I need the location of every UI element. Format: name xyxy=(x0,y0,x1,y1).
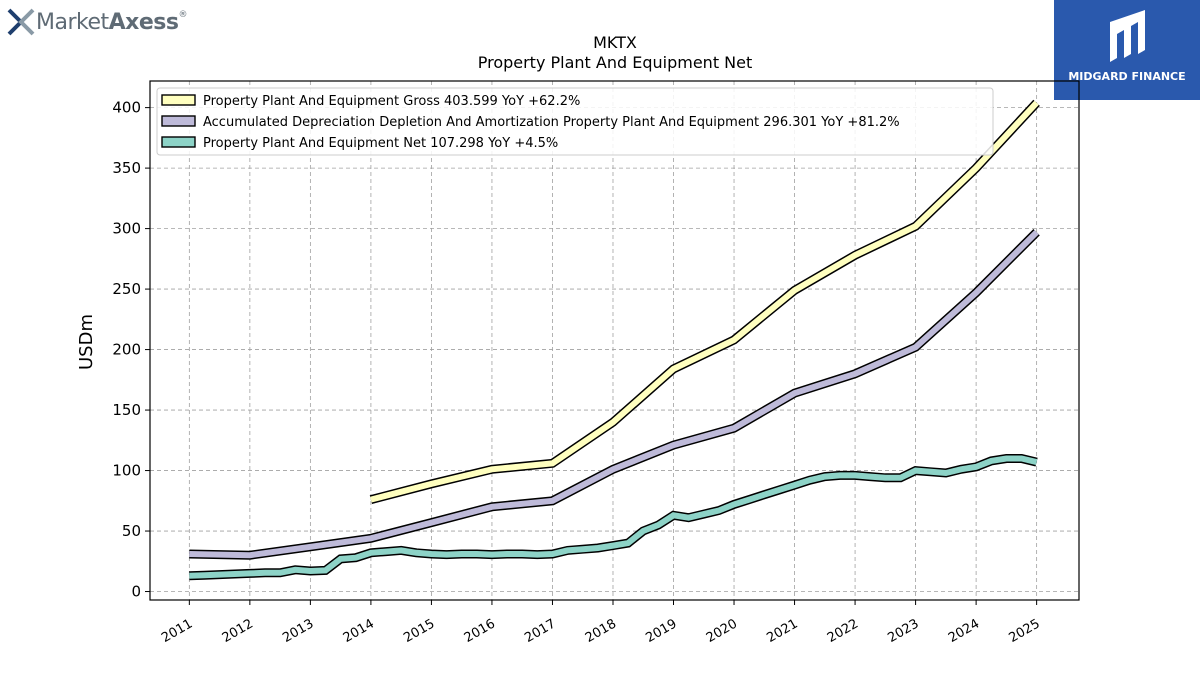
x-tick-label: 2017 xyxy=(522,616,558,646)
grid-lines xyxy=(150,81,1079,600)
y-tick-label: 250 xyxy=(112,280,141,298)
marketaxess-x-icon xyxy=(7,8,35,36)
x-tick-label: 2018 xyxy=(583,616,619,646)
legend: Property Plant And Equipment Gross 403.5… xyxy=(156,87,994,156)
y-tick-label: 150 xyxy=(112,401,141,419)
x-tick-label: 2023 xyxy=(885,616,921,646)
series-line-2 xyxy=(189,455,1038,579)
legend-entry-label: Accumulated Depreciation Depletion And A… xyxy=(203,115,900,130)
y-tick-label: 0 xyxy=(131,583,141,601)
x-tick-label: 2022 xyxy=(825,616,861,646)
x-tick-label: 2013 xyxy=(280,616,316,646)
legend-swatch xyxy=(161,94,196,106)
x-tick-label: 2015 xyxy=(401,616,437,646)
marketaxess-wordmark: MarketAxess® xyxy=(36,9,187,35)
legend-entry-label: Property Plant And Equipment Net 107.298… xyxy=(203,136,558,151)
x-tick-label: 2021 xyxy=(764,616,800,646)
x-tick-label: 2025 xyxy=(1006,616,1042,646)
series-line-0 xyxy=(370,100,1039,503)
y-tick-label: 50 xyxy=(122,522,141,540)
chart-title: MKTX xyxy=(593,33,637,52)
x-tick-label: 2020 xyxy=(704,616,740,646)
x-tick-label: 2014 xyxy=(341,616,377,646)
x-tick-label: 2011 xyxy=(159,616,195,646)
y-tick-label: 200 xyxy=(112,341,141,359)
y-tick-label: 100 xyxy=(112,462,141,480)
chart-subtitle: Property Plant And Equipment Net xyxy=(478,53,753,72)
midgard-monogram-icon xyxy=(1110,10,1145,62)
x-tick-label: 2019 xyxy=(643,616,679,646)
legend-swatch xyxy=(161,115,196,127)
plot-frame xyxy=(149,80,1080,601)
y-axis-label: USDm xyxy=(76,314,97,370)
x-tick-label: 2024 xyxy=(946,616,982,646)
midgard-finance-logo: MIDGARD FINANCE xyxy=(1054,0,1200,100)
legend-entry-label: Property Plant And Equipment Gross 403.5… xyxy=(203,94,580,109)
midgard-finance-wordmark: MIDGARD FINANCE xyxy=(1068,70,1186,83)
legend-swatch xyxy=(161,136,196,148)
y-tick-label: 400 xyxy=(112,99,141,117)
legend-box xyxy=(156,87,994,156)
y-tick-label: 350 xyxy=(112,159,141,177)
axis-ticks: 0 50 100 150 200 250 300 350 400 2011 2012 2013 2014… xyxy=(112,99,1042,646)
marketaxess-logo: MarketAxess® xyxy=(6,6,187,38)
x-tick-label: 2012 xyxy=(220,616,256,646)
y-tick-label: 300 xyxy=(112,220,141,238)
series-line-1 xyxy=(189,230,1039,559)
series-layer xyxy=(189,99,1040,581)
x-tick-label: 2016 xyxy=(462,616,498,646)
